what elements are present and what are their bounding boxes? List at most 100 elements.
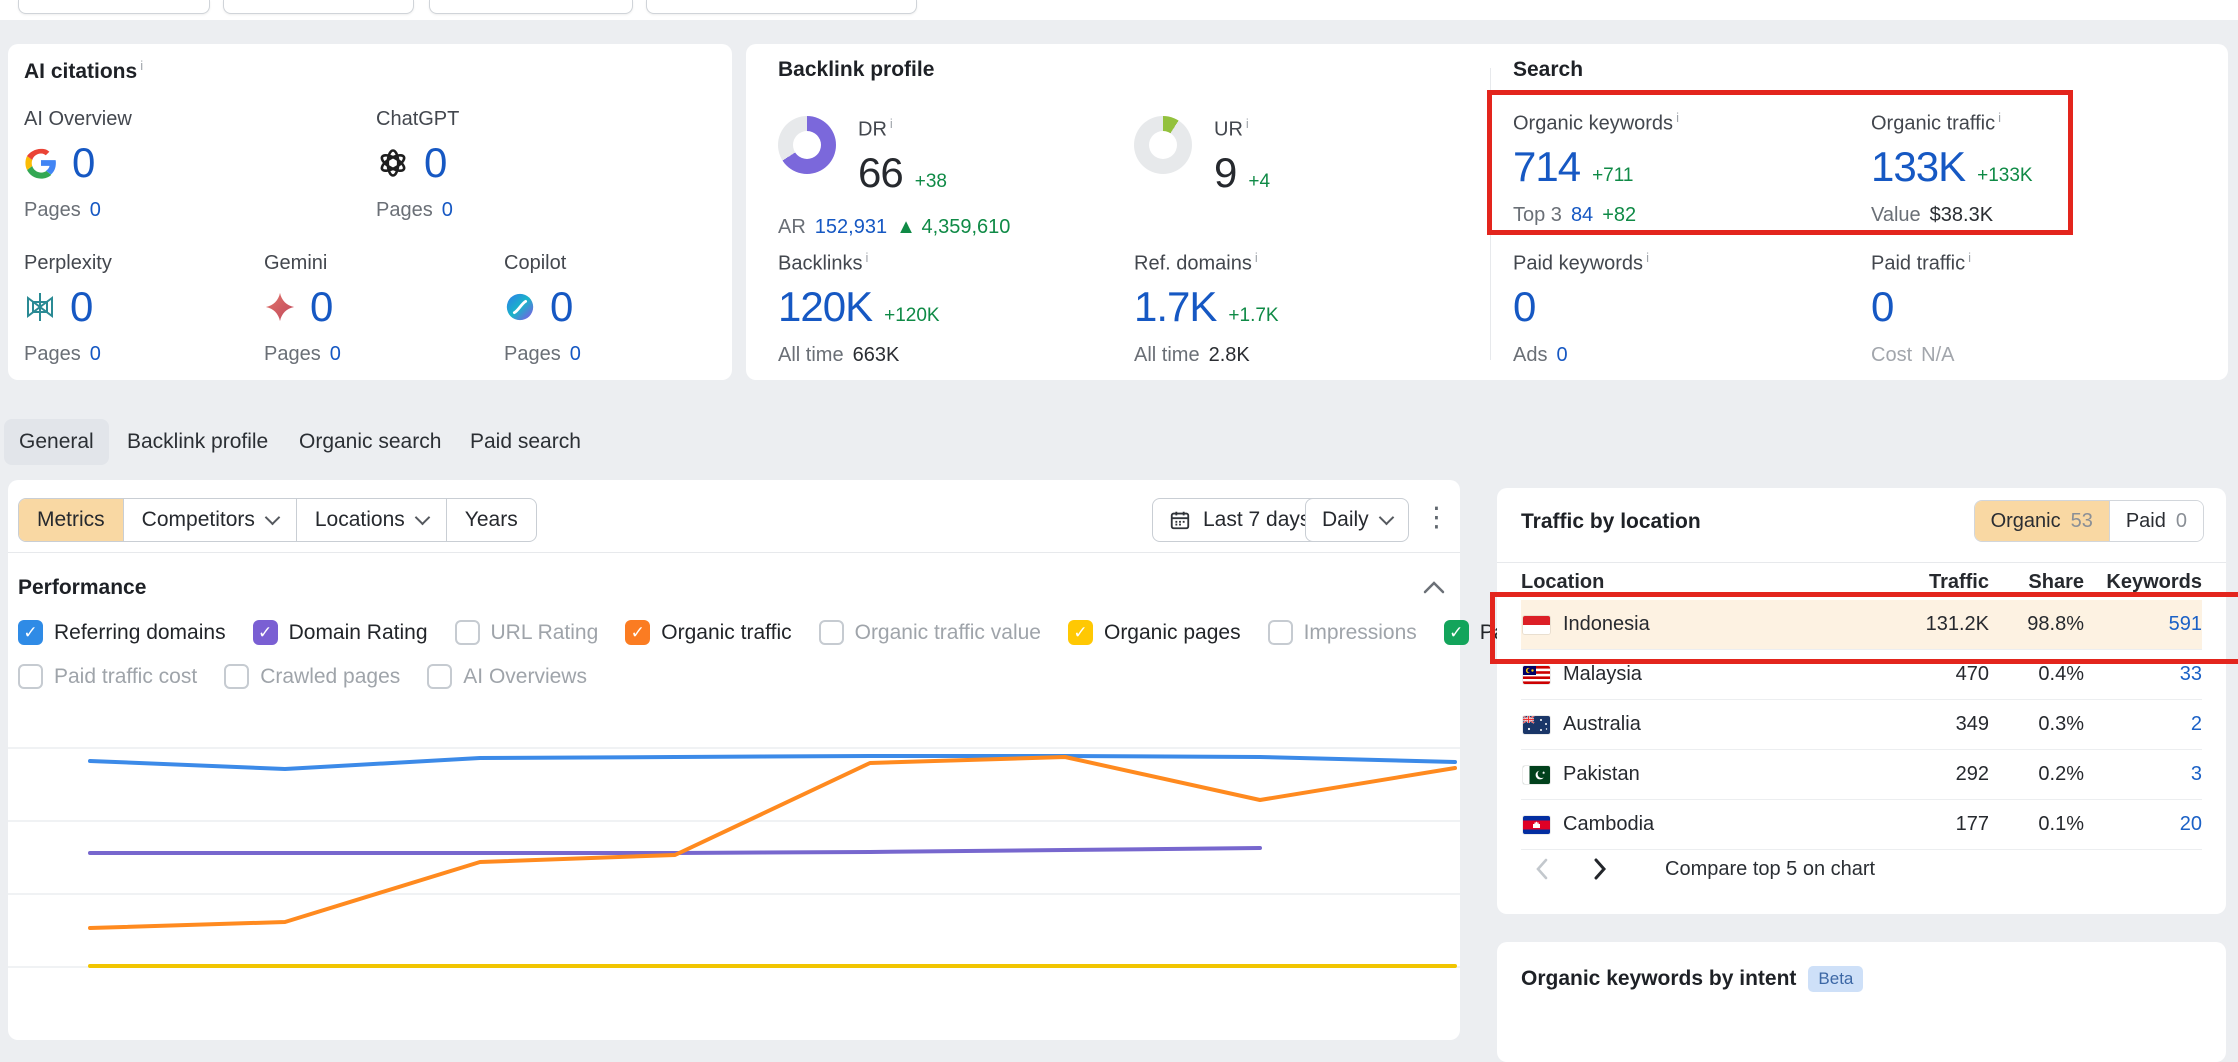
ai-citation-ai-overview: AI Overview 0 Pages 0 bbox=[24, 108, 132, 221]
competitors-segment[interactable]: Competitors bbox=[122, 499, 296, 541]
table-row-malaysia[interactable]: Malaysia 470 0.4% 33 bbox=[1521, 650, 2202, 700]
checkbox-referring-domains[interactable]: ✓ Referring domains bbox=[18, 620, 226, 645]
info-icon[interactable]: i bbox=[1254, 250, 1258, 265]
pages-link[interactable]: 0 bbox=[441, 199, 453, 221]
perplexity-icon bbox=[27, 293, 53, 321]
ar-link[interactable]: 152,931 bbox=[814, 215, 888, 238]
dr-value: 66 bbox=[858, 148, 904, 196]
checkbox-domain-rating[interactable]: ✓ Domain Rating bbox=[252, 620, 428, 645]
checkbox-organic-pages[interactable]: ✓ Organic pages bbox=[1067, 620, 1241, 645]
locations-segment[interactable]: Locations bbox=[295, 499, 446, 541]
divider bbox=[1497, 562, 2226, 563]
section-divider bbox=[1490, 68, 1491, 360]
chatgpt-count[interactable]: 0 bbox=[424, 139, 448, 186]
years-segment[interactable]: Years bbox=[445, 499, 536, 541]
dr-metric: DR i 66 +38 AR 152,931 ▲ 4,359,610 bbox=[778, 116, 1011, 238]
perplexity-count[interactable]: 0 bbox=[70, 283, 94, 330]
pages-link[interactable]: 0 bbox=[89, 343, 101, 365]
tab-backlink-profile[interactable]: Backlink profile bbox=[127, 430, 269, 453]
copilot-count[interactable]: 0 bbox=[550, 283, 574, 330]
organic-traffic-value[interactable]: 133K bbox=[1871, 142, 1966, 190]
paid-traffic-value[interactable]: 0 bbox=[1871, 282, 1894, 330]
checkbox-icon: ✓ bbox=[818, 620, 844, 645]
compare-top5-link[interactable]: Compare top 5 on chart bbox=[1665, 857, 1876, 880]
backlink-profile-title: Backlink profile bbox=[778, 58, 935, 81]
toolbar-input-remnant[interactable] bbox=[429, 0, 633, 14]
info-icon[interactable]: i bbox=[1998, 110, 2002, 125]
checkbox-paid-traffic-cost[interactable]: ✓ Paid traffic cost bbox=[18, 664, 197, 689]
check-icon: ✓ bbox=[257, 622, 273, 642]
ai-citations-card: AI citations i AI Overview 0 Pages 0 Chat… bbox=[8, 44, 732, 380]
backlinks-metric: Backlinks i 120K +120K All time 663K bbox=[778, 250, 940, 366]
organic-keywords-metric: Organic keywords i 714 +711 Top 3 84 +82 bbox=[1513, 110, 1679, 226]
metric-checkbox-row-1: ✓ Referring domains ✓ Domain Rating ✓ UR… bbox=[18, 620, 1579, 645]
checkbox-icon: ✓ bbox=[1443, 620, 1469, 645]
ai-overview-count[interactable]: 0 bbox=[72, 139, 96, 186]
checkbox-crawled-pages[interactable]: ✓ Crawled pages bbox=[224, 664, 400, 689]
google-icon bbox=[25, 148, 56, 179]
chart-line-domain-rating bbox=[88, 846, 1262, 855]
performance-line-chart[interactable] bbox=[8, 690, 1460, 1002]
top3-link[interactable]: 84 bbox=[1570, 203, 1594, 226]
checkbox-impressions[interactable]: ✓ Impressions bbox=[1267, 620, 1417, 645]
indonesia-flag-icon bbox=[1523, 615, 1550, 634]
pages-link[interactable]: 0 bbox=[89, 199, 101, 221]
gemini-count[interactable]: 0 bbox=[310, 283, 334, 330]
organic-keywords-value[interactable]: 714 bbox=[1513, 142, 1581, 190]
collapse-chevron-icon[interactable] bbox=[1423, 580, 1445, 594]
checkbox-icon: ✓ bbox=[18, 664, 43, 689]
ref-domains-value[interactable]: 1.7K bbox=[1134, 282, 1217, 330]
info-icon[interactable]: i bbox=[1676, 110, 1679, 125]
pages-link[interactable]: 0 bbox=[329, 343, 341, 365]
checkbox-url-rating[interactable]: ✓ URL Rating bbox=[454, 620, 598, 645]
ai-citations-title: AI citations i bbox=[24, 58, 144, 83]
keywords-link: 591 bbox=[2168, 613, 2202, 635]
ur-value: 9 bbox=[1214, 148, 1237, 196]
traffic-table-header: Location Traffic Share Keywords bbox=[1521, 570, 2202, 593]
table-row-australia[interactable]: Australia 349 0.3% 2 bbox=[1521, 700, 2202, 750]
table-row-pakistan[interactable]: Pakistan 292 0.2% 3 bbox=[1521, 750, 2202, 800]
tab-paid-search[interactable]: Paid search bbox=[470, 430, 581, 453]
keywords-link: 33 bbox=[2179, 663, 2202, 685]
dr-delta: +38 bbox=[914, 170, 947, 192]
info-icon[interactable]: i bbox=[1245, 116, 1249, 131]
toggle-paid[interactable]: Paid 0 bbox=[2108, 501, 2203, 541]
beta-badge: Beta bbox=[1808, 966, 1864, 992]
more-options-icon[interactable]: ⋮ bbox=[1423, 502, 1450, 532]
chevron-down-icon bbox=[264, 509, 281, 526]
interval-button[interactable]: Daily bbox=[1305, 498, 1409, 542]
check-icon: ✓ bbox=[1449, 622, 1464, 642]
info-icon[interactable]: i bbox=[1968, 250, 1972, 265]
tab-organic-search[interactable]: Organic search bbox=[299, 430, 442, 453]
check-icon: ✓ bbox=[23, 622, 38, 642]
pages-link[interactable]: 0 bbox=[569, 343, 581, 365]
table-row-indonesia[interactable]: Indonesia 131.2K 98.8% 591 bbox=[1521, 600, 2202, 650]
checkbox-organic-traffic[interactable]: ✓ Organic traffic bbox=[625, 620, 792, 645]
tab-general[interactable]: General bbox=[4, 419, 109, 465]
chevron-down-icon bbox=[1378, 509, 1394, 526]
checkbox-ai-overviews[interactable]: ✓ AI Overviews bbox=[427, 664, 587, 689]
ads-link[interactable]: 0 bbox=[1556, 343, 1568, 366]
performance-card: Metrics Competitors Locations Years Last… bbox=[8, 480, 1579, 1040]
malaysia-flag-icon bbox=[1523, 665, 1550, 684]
table-row-cambodia[interactable]: Cambodia 177 0.1% 20 bbox=[1521, 800, 2202, 850]
toolbar-input-remnant[interactable] bbox=[223, 0, 414, 14]
metrics-segment[interactable]: Metrics bbox=[19, 499, 123, 541]
info-icon[interactable]: i bbox=[140, 58, 144, 73]
info-icon[interactable]: i bbox=[865, 250, 869, 265]
paid-keywords-metric: Paid keywords i 0 Ads 0 bbox=[1513, 250, 1649, 366]
toolbar-input-remnant[interactable] bbox=[18, 0, 210, 14]
backlinks-value[interactable]: 120K bbox=[778, 282, 873, 330]
toggle-organic[interactable]: Organic 53 bbox=[1974, 501, 2109, 541]
intent-card: Organic keywords by intent Beta bbox=[1497, 942, 2226, 1062]
next-page-icon[interactable] bbox=[1585, 854, 1615, 884]
checkbox-icon: ✓ bbox=[625, 620, 651, 645]
prev-page-icon[interactable] bbox=[1527, 854, 1557, 884]
checkbox-organic-traffic-value[interactable]: ✓ Organic traffic value bbox=[818, 620, 1041, 645]
check-icon: ✓ bbox=[630, 622, 645, 642]
toolbar-input-remnant[interactable] bbox=[646, 0, 917, 14]
paid-keywords-value[interactable]: 0 bbox=[1513, 282, 1536, 330]
info-icon[interactable]: i bbox=[889, 116, 893, 131]
info-icon[interactable]: i bbox=[1646, 250, 1649, 265]
chart-line-referring-domains bbox=[88, 754, 1457, 771]
